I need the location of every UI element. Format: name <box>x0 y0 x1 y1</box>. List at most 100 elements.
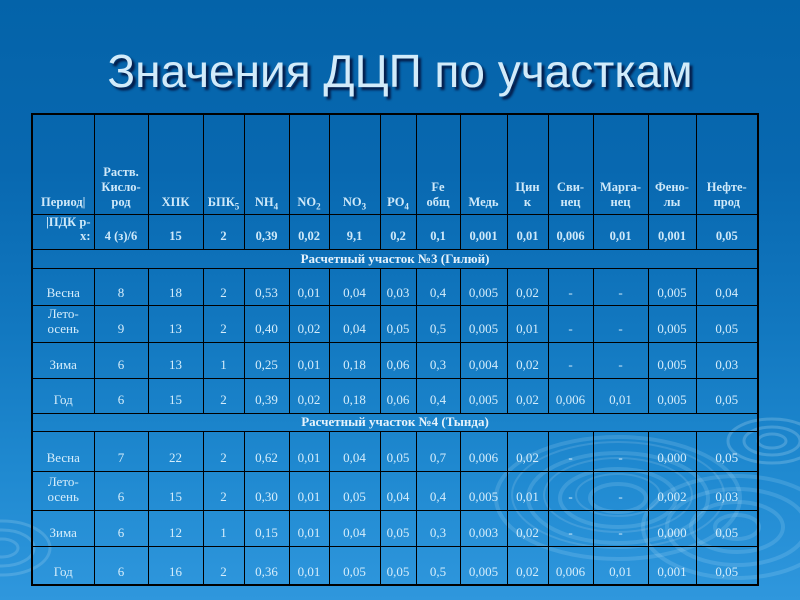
pdk-value-lead: 0,006 <box>547 213 594 250</box>
header-row: Период| Раств. Кисло-род ХПК БПК5 NH4 NO2 NO3 PO… <box>31 113 759 215</box>
section-header-row: Расчетный участок №3 (Гилюй) <box>31 249 759 269</box>
pdk-value-po4: 0,2 <box>379 213 417 250</box>
pdk-value-zinc: 0,01 <box>506 213 549 250</box>
header-cell-nh4: NH4 <box>243 113 290 215</box>
table-body: |ПДК р-х: 4 (з)/6 15 2 0,39 0,02 9,1 0,2 0,1 0,00… <box>31 213 759 586</box>
header-cell-zinc: Цин к <box>506 113 549 215</box>
pdk-value-copper: 0,001 <box>459 213 508 250</box>
value-cell-no2: 0,01 <box>288 509 330 547</box>
data-row-year: Год 6 16 2 0,36 0,01 0,05 0,05 0,5 0,005 0,02 0,006… <box>31 545 759 586</box>
value-cell-copper: 0,005 <box>459 470 508 511</box>
value-cell-no3: 0,05 <box>328 545 381 586</box>
value-cell-no2: 0,01 <box>288 430 330 472</box>
data-row-spring: Весна 8 18 2 0,53 0,01 0,04 0,03 0,4 0,005 0,02- -0… <box>31 268 759 306</box>
value-cell-zinc: 0,01 <box>506 470 549 511</box>
value-cell-phenols: 0,000 <box>647 430 697 472</box>
header-cell-phenols: Фено-лы <box>647 113 697 215</box>
value-cell-zinc: 0,02 <box>506 341 549 379</box>
period-cell-summer-autumn: Лето-осень <box>31 305 95 343</box>
value-cell-oil-products: 0,05 <box>695 430 759 472</box>
pdk-value-cod: 15 <box>147 213 204 250</box>
value-cell-phenols: 0,005 <box>647 268 697 306</box>
header-cell-no3: NO3 <box>328 113 381 215</box>
value-cell-fe-total: 0,3 <box>415 509 461 547</box>
value-cell-fe-total: 0,5 <box>415 305 461 343</box>
value-cell-copper: 0,004 <box>459 341 508 379</box>
period-cell-spring: Весна <box>31 430 95 472</box>
value-cell-manganese: - <box>592 430 649 472</box>
header-cell-dissolved-oxygen: Раств. Кисло-род <box>93 113 149 215</box>
value-cell-nh4: 0,25 <box>243 341 290 379</box>
header-cell-oil-products: Нефте-прод <box>695 113 759 215</box>
value-cell-dissolved-oxygen: 6 <box>93 341 149 379</box>
value-cell-manganese: - <box>592 305 649 343</box>
value-cell-dissolved-oxygen: 6 <box>93 377 149 414</box>
value-cell-no2: 0,01 <box>288 470 330 511</box>
value-cell-lead: - <box>547 305 594 343</box>
pdk-value-no3: 9,1 <box>328 213 381 250</box>
data-row-summer-autumn: Лето-осень 9 13 2 0,40 0,02 0,04 0,05 0,5 0,005 0,… <box>31 305 759 343</box>
value-cell-oil-products: 0,03 <box>695 341 759 379</box>
pdk-value-no2: 0,02 <box>288 213 330 250</box>
data-row-winter: Зима 6 13 1 0,25 0,01 0,18 0,06 0,3 0,004 0,02- -0,… <box>31 341 759 379</box>
value-cell-manganese: - <box>592 341 649 379</box>
value-cell-po4: 0,05 <box>379 430 417 472</box>
value-cell-cod: 15 <box>147 377 204 414</box>
value-cell-manganese: 0,01 <box>592 545 649 586</box>
value-cell-zinc: 0,02 <box>506 509 549 547</box>
value-cell-phenols: 0,002 <box>647 470 697 511</box>
value-cell-copper: 0,005 <box>459 268 508 306</box>
section-title: Расчетный участок №3 (Гилюй) <box>31 249 759 269</box>
header-cell-po4: PO4 <box>379 113 417 215</box>
value-cell-manganese: - <box>592 470 649 511</box>
value-cell-lead: - <box>547 470 594 511</box>
value-cell-copper: 0,006 <box>459 430 508 472</box>
value-cell-copper: 0,003 <box>459 509 508 547</box>
dcp-values-table: Период| Раств. Кисло-род ХПК БПК5 NH4 NO2 NO3 PO… <box>31 113 759 587</box>
value-cell-bod: 1 <box>202 509 245 547</box>
value-cell-fe-total: 0,4 <box>415 470 461 511</box>
pdk-row-label: |ПДК р-х: <box>31 213 95 250</box>
value-cell-no3: 0,18 <box>328 377 381 414</box>
page-title: Значения ДЦП по участкам <box>107 45 693 97</box>
value-cell-zinc: 0,02 <box>506 545 549 586</box>
value-cell-lead: - <box>547 430 594 472</box>
value-cell-bod: 2 <box>202 430 245 472</box>
pdk-value-phenols: 0,001 <box>647 213 697 250</box>
value-cell-dissolved-oxygen: 7 <box>93 430 149 472</box>
pdk-value-fe-total: 0,1 <box>415 213 461 250</box>
header-cell-lead: Сви-нец <box>547 113 594 215</box>
value-cell-nh4: 0,15 <box>243 509 290 547</box>
value-cell-nh4: 0,39 <box>243 377 290 414</box>
section-header-row: Расчетный участок №4 (Тында) <box>31 412 759 432</box>
value-cell-lead: 0,006 <box>547 545 594 586</box>
value-cell-oil-products: 0,05 <box>695 545 759 586</box>
value-cell-lead: - <box>547 268 594 306</box>
header-cell-bod: БПК5 <box>202 113 245 215</box>
value-cell-manganese: 0,01 <box>592 377 649 414</box>
value-cell-bod: 2 <box>202 305 245 343</box>
table-head: Период| Раств. Кисло-род ХПК БПК5 NH4 NO2 NO3 PO… <box>31 113 759 215</box>
pdk-value-dissolved-oxygen: 4 (з)/6 <box>93 213 149 250</box>
value-cell-phenols: 0,000 <box>647 509 697 547</box>
value-cell-fe-total: 0,5 <box>415 545 461 586</box>
period-cell-summer-autumn: Лето-осень <box>31 470 95 511</box>
value-cell-nh4: 0,62 <box>243 430 290 472</box>
value-cell-dissolved-oxygen: 9 <box>93 305 149 343</box>
value-cell-no3: 0,04 <box>328 509 381 547</box>
header-cell-cod: ХПК <box>147 113 204 215</box>
pdk-row: |ПДК р-х: 4 (з)/6 15 2 0,39 0,02 9,1 0,2 0,1 0,00… <box>31 213 759 250</box>
value-cell-phenols: 0,005 <box>647 305 697 343</box>
header-cell-period: Период| <box>31 113 95 215</box>
value-cell-phenols: 0,005 <box>647 377 697 414</box>
value-cell-po4: 0,06 <box>379 341 417 379</box>
data-row-spring: Весна 7 22 2 0,62 0,01 0,04 0,05 0,7 0,006 0,02- -0… <box>31 430 759 472</box>
header-cell-copper: Медь <box>459 113 508 215</box>
value-cell-bod: 1 <box>202 341 245 379</box>
value-cell-copper: 0,005 <box>459 545 508 586</box>
header-cell-no2: NO2 <box>288 113 330 215</box>
pdk-value-nh4: 0,39 <box>243 213 290 250</box>
period-cell-winter: Зима <box>31 509 95 547</box>
value-cell-po4: 0,05 <box>379 509 417 547</box>
